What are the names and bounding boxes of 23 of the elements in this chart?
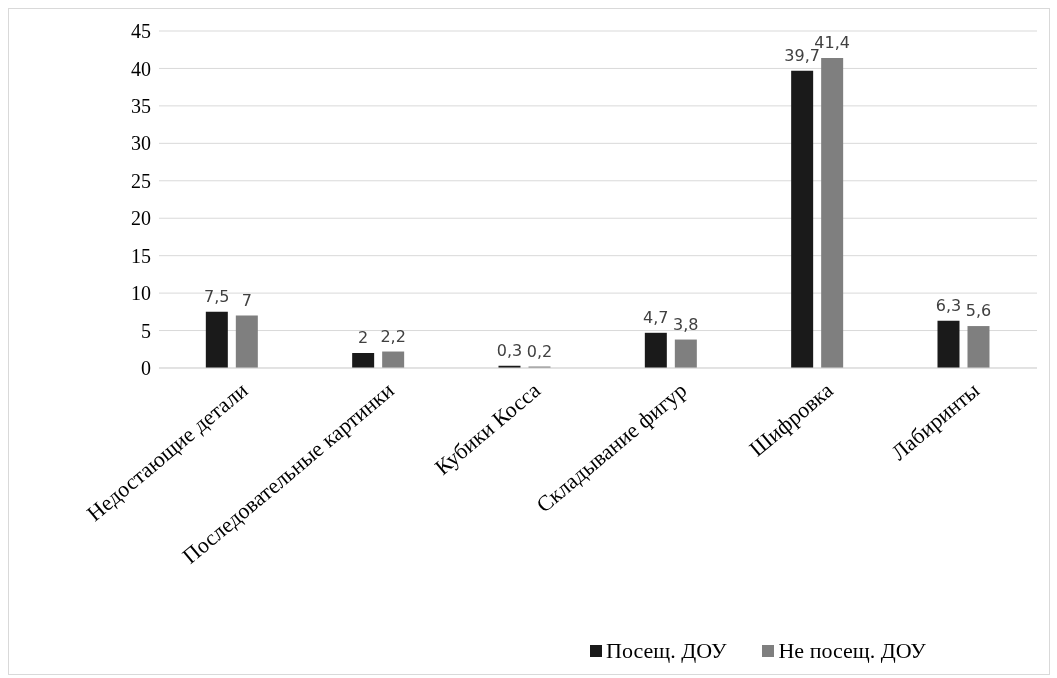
data-label: 4,7 [643, 307, 669, 327]
y-tick-label: 0 [141, 357, 151, 380]
data-label: 6,3 [935, 295, 962, 315]
data-label: 2,2 [380, 326, 406, 346]
y-tick-label: 10 [131, 282, 151, 305]
legend-label: Посещ. ДОУ [606, 638, 727, 664]
y-tick-label: 35 [131, 94, 151, 117]
data-label: 0,3 [496, 340, 523, 360]
data-label: 7,5 [204, 286, 230, 306]
data-label: 3,8 [673, 314, 699, 334]
y-tick-label: 25 [131, 169, 151, 192]
y-tick-label: 45 [131, 20, 151, 43]
y-tick-label: 15 [131, 244, 151, 267]
data-label: 5,6 [965, 301, 992, 321]
data-label: 7 [241, 290, 252, 310]
data-label: 2 [358, 328, 369, 348]
data-label: 0,2 [526, 341, 553, 361]
legend-label: Не посещ. ДОУ [778, 638, 926, 664]
data-label: 39,7 [784, 45, 820, 65]
y-tick-label: 5 [141, 319, 151, 342]
y-tick-label: 20 [131, 207, 151, 230]
y-tick-label: 40 [131, 57, 151, 80]
y-tick-label: 30 [131, 132, 151, 155]
